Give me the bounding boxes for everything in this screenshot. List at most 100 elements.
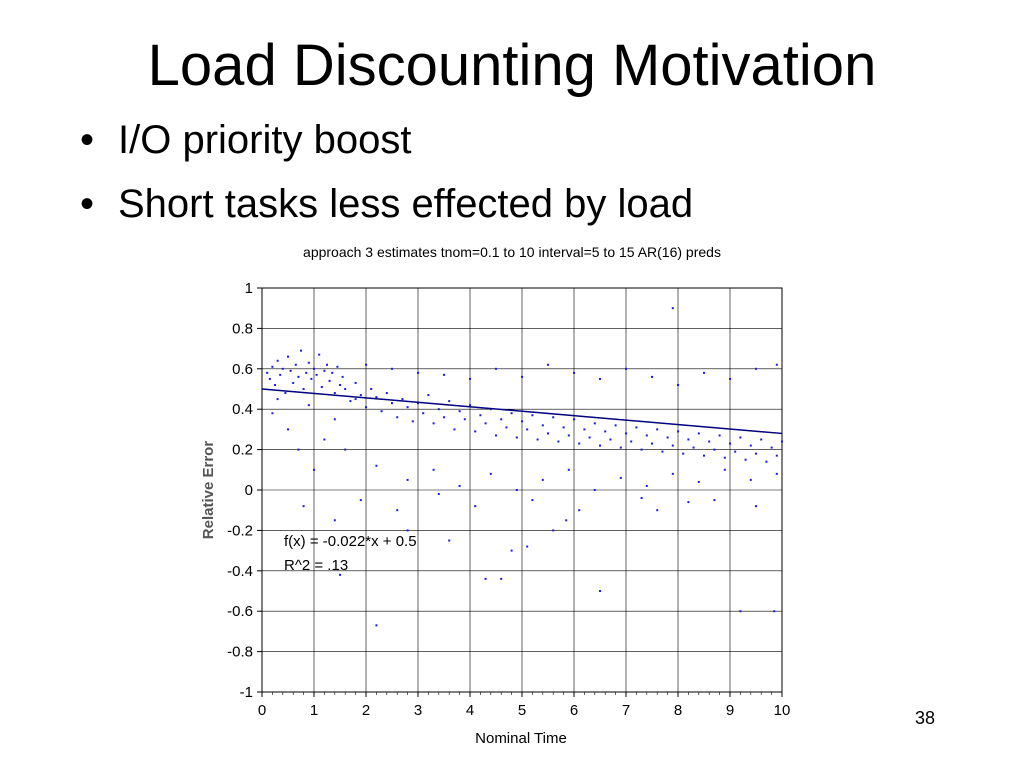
data-point — [552, 529, 555, 532]
data-point — [474, 430, 477, 433]
data-point — [703, 371, 705, 374]
chart-grid — [261, 287, 783, 693]
data-point — [573, 371, 575, 374]
data-point — [573, 418, 575, 421]
data-point — [333, 392, 336, 395]
data-point — [729, 377, 731, 380]
data-point — [474, 505, 477, 508]
data-point — [697, 432, 700, 435]
data-point — [401, 398, 404, 401]
data-point — [578, 509, 581, 512]
data-point — [578, 442, 581, 445]
data-point — [406, 406, 409, 409]
data-point — [318, 353, 321, 356]
data-point — [531, 499, 534, 502]
data-point — [515, 489, 518, 491]
data-point — [713, 448, 716, 451]
data-point — [547, 432, 549, 435]
data-point — [687, 501, 690, 504]
fit-equation-annotation: f(x) = -0.022*x + 0.5 — [284, 533, 417, 550]
chart-title: approach 3 estimates tnom=0.1 to 10 inte… — [303, 244, 721, 260]
x-tick-label: 3 — [414, 702, 422, 719]
data-point — [583, 428, 586, 431]
data-point — [313, 468, 315, 471]
slide-number: 38 — [914, 708, 936, 728]
data-point — [300, 349, 302, 352]
data-point — [339, 383, 341, 386]
data-point — [531, 414, 534, 417]
data-point — [599, 590, 601, 592]
x-axis-label: Nominal Time — [475, 730, 567, 747]
data-point — [422, 412, 425, 415]
data-point — [614, 424, 617, 427]
x-tick-label: 6 — [570, 702, 578, 719]
data-point — [380, 410, 383, 413]
data-point — [505, 426, 508, 429]
data-point — [671, 472, 674, 475]
data-point — [396, 416, 399, 419]
data-point — [552, 416, 555, 419]
data-point — [515, 436, 518, 439]
bullet-dot-icon: • — [80, 118, 95, 162]
x-tick-label: 1 — [310, 702, 318, 719]
data-point — [274, 383, 276, 386]
data-point — [271, 412, 274, 415]
data-point — [281, 367, 284, 370]
data-point — [323, 438, 326, 441]
bullet-dot-icon: • — [80, 182, 95, 226]
data-point — [770, 446, 773, 449]
data-point — [510, 549, 513, 552]
data-point — [682, 452, 685, 455]
data-point — [645, 484, 648, 487]
y-tick-label: 1 — [245, 280, 253, 297]
data-point — [521, 420, 523, 423]
data-point — [775, 454, 778, 457]
data-point — [547, 363, 549, 366]
x-tick-label: 9 — [726, 702, 734, 719]
data-point — [729, 442, 731, 445]
x-tick-label: 2 — [362, 702, 370, 719]
data-point — [489, 472, 492, 475]
data-point — [713, 499, 716, 502]
data-point — [344, 448, 347, 451]
data-point — [760, 438, 763, 441]
data-point — [432, 468, 435, 471]
x-tick-label: 0 — [258, 702, 266, 719]
data-point — [333, 519, 336, 522]
data-point — [651, 375, 653, 378]
data-point — [443, 416, 445, 419]
data-point — [336, 365, 339, 368]
data-point — [666, 436, 669, 439]
bullet-list: • I/O priority boost • Short tasks less … — [80, 108, 693, 236]
data-point — [458, 410, 461, 413]
data-point — [521, 375, 523, 378]
data-point — [677, 383, 679, 386]
data-point — [406, 529, 409, 532]
data-point — [315, 373, 318, 376]
data-point — [541, 424, 544, 427]
data-point — [365, 363, 367, 366]
data-point — [375, 624, 378, 627]
data-point — [370, 388, 373, 390]
data-point — [276, 398, 279, 401]
data-point — [593, 422, 596, 425]
data-point — [599, 377, 601, 380]
data-point — [619, 476, 622, 479]
data-point — [328, 379, 331, 382]
y-tick-label: 0.8 — [232, 320, 253, 337]
data-point — [604, 430, 607, 433]
data-point — [341, 375, 344, 378]
data-point — [271, 365, 274, 368]
x-tick-label: 7 — [622, 702, 630, 719]
data-point — [755, 505, 757, 508]
y-axis-label: Relative Error — [200, 441, 217, 540]
data-point — [671, 444, 674, 447]
data-point — [651, 442, 653, 445]
data-point — [630, 440, 633, 443]
data-point — [775, 472, 778, 475]
data-point — [448, 539, 451, 542]
data-point — [302, 388, 305, 390]
data-point — [396, 509, 399, 512]
data-point — [718, 434, 721, 437]
data-point — [437, 408, 440, 411]
